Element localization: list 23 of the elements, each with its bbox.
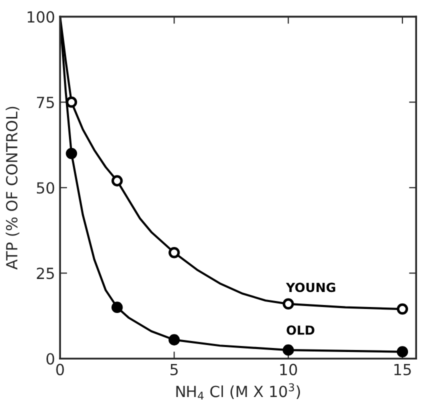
- y-tick-label: 75: [37, 96, 54, 108]
- point: [111, 175, 123, 186]
- point: [66, 96, 78, 108]
- point: [396, 303, 408, 315]
- point: [168, 334, 180, 346]
- point: [66, 148, 78, 160]
- y-tick-label: 25: [36, 268, 54, 280]
- x-tick-label: 15: [394, 364, 411, 376]
- point: [282, 298, 294, 310]
- point: [282, 344, 294, 356]
- x-tick-label: 5: [170, 364, 178, 376]
- y-tick-label: 50: [36, 182, 54, 194]
- series-label: YOUNG: [286, 282, 336, 292]
- y-axis-title: ATP (% OF CONTROL): [6, 106, 20, 270]
- point: [396, 346, 408, 358]
- point: [168, 246, 180, 258]
- x-tick-label: 10: [280, 364, 298, 376]
- series-label: OLD: [286, 325, 314, 335]
- y-tick-label: 0: [46, 353, 54, 365]
- x-tick-label: 0: [56, 364, 64, 376]
- point: [111, 302, 123, 313]
- x-axis-title: NH$_{4}$ Cl (M X 10$^{3}$): [176, 383, 300, 400]
- y-tick-label: 100: [28, 11, 54, 23]
